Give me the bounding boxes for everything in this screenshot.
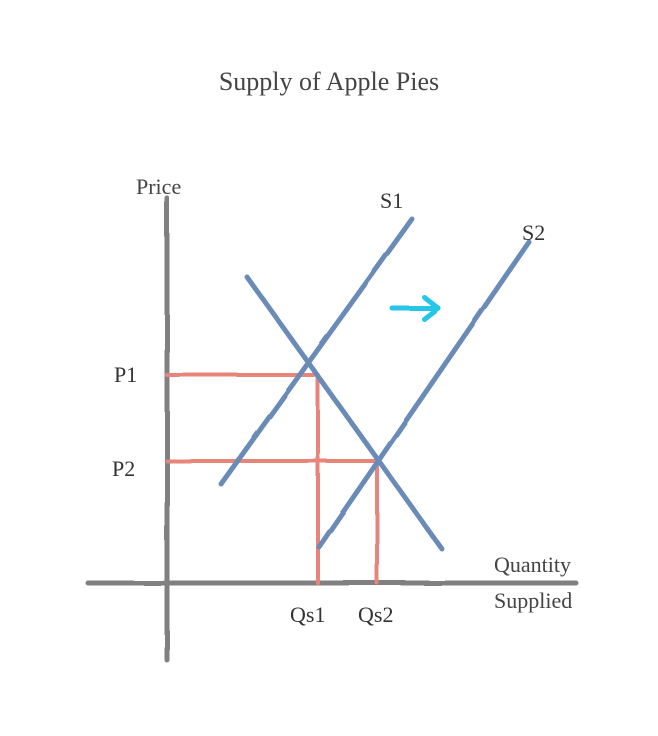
p1-label: P1 bbox=[114, 362, 137, 388]
chart-title: Supply of Apple Pies bbox=[0, 67, 658, 97]
x-axis-label-line1: Quantity bbox=[494, 552, 571, 578]
supply-line-s2 bbox=[319, 242, 529, 547]
x-axis-label-line2: Supplied bbox=[494, 588, 572, 614]
y-axis-label: Price bbox=[136, 174, 181, 200]
s1-label: S1 bbox=[380, 188, 403, 214]
p2-label: P2 bbox=[112, 456, 135, 482]
qs1-label: Qs1 bbox=[290, 602, 325, 628]
supply-chart-svg bbox=[0, 0, 658, 736]
qs2-label: Qs2 bbox=[358, 602, 393, 628]
s2-label: S2 bbox=[522, 220, 545, 246]
